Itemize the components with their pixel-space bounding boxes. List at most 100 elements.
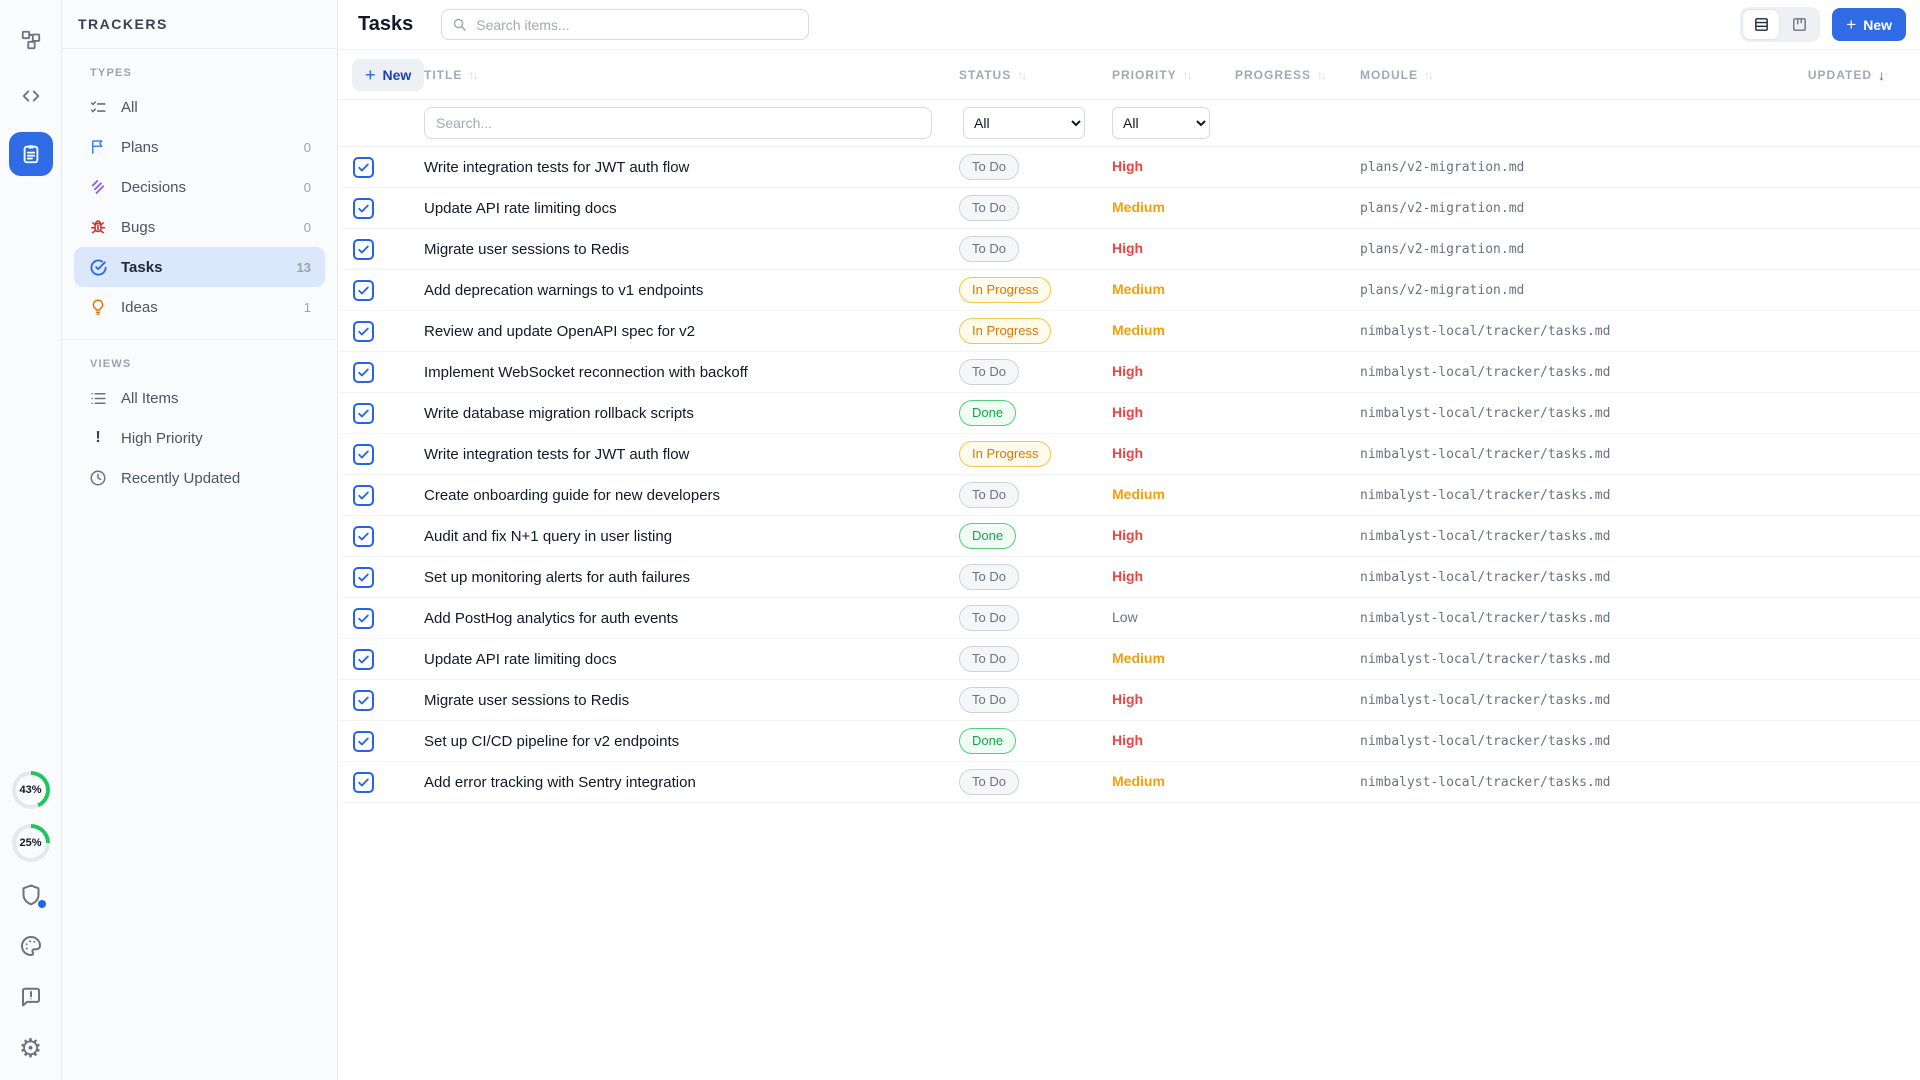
row-checkbox[interactable] — [353, 730, 374, 752]
table-row[interactable]: Write database migration rollback script… — [338, 393, 1920, 434]
status-badge[interactable]: To Do — [959, 645, 1019, 673]
table-filter-search-input[interactable] — [424, 107, 932, 139]
sidebar-item-high-priority[interactable]: ! High Priority — [74, 418, 325, 458]
table-new-button[interactable]: + New — [352, 58, 424, 91]
task-title[interactable]: Migrate user sessions to Redis — [424, 240, 630, 258]
sidebar-item-bugs[interactable]: Bugs 0 — [74, 207, 325, 247]
column-header-module[interactable]: MODULE ↑↓ — [1360, 67, 1434, 82]
tasks-app-icon[interactable] — [8, 132, 53, 176]
sidebar-item-all-items[interactable]: All Items — [74, 378, 325, 418]
status-badge[interactable]: To Do — [959, 153, 1019, 181]
status-badge[interactable]: To Do — [959, 358, 1019, 386]
feedback-icon[interactable] — [13, 979, 49, 1015]
task-title[interactable]: Add deprecation warnings to v1 endpoints — [424, 281, 704, 299]
sidebar-item-tasks[interactable]: Tasks 13 — [74, 247, 325, 287]
task-title[interactable]: Update API rate limiting docs — [424, 199, 617, 217]
progress-ring[interactable]: 25% — [11, 824, 50, 862]
task-title[interactable]: Implement WebSocket reconnection with ba… — [424, 363, 748, 381]
table-row[interactable]: Write integration tests for JWT auth flo… — [338, 147, 1920, 188]
status-badge[interactable]: To Do — [959, 194, 1019, 222]
column-header-progress[interactable]: PROGRESS ↑↓ — [1235, 67, 1327, 82]
status-badge[interactable]: In Progress — [959, 276, 1052, 304]
row-checkbox[interactable] — [353, 320, 374, 342]
status-badge[interactable]: To Do — [959, 481, 1019, 509]
table-row[interactable]: Set up CI/CD pipeline for v2 endpoints D… — [338, 721, 1920, 762]
row-checkbox[interactable] — [353, 443, 374, 465]
row-checkbox[interactable] — [353, 607, 374, 629]
table-row[interactable]: Set up monitoring alerts for auth failur… — [338, 557, 1920, 598]
table-row[interactable]: Add error tracking with Sentry integrati… — [338, 762, 1920, 803]
table-row[interactable]: Create onboarding guide for new develope… — [338, 475, 1920, 516]
view-toggle — [1740, 7, 1821, 42]
table-row[interactable]: Implement WebSocket reconnection with ba… — [338, 352, 1920, 393]
table-row[interactable]: Migrate user sessions to Redis To Do Hig… — [338, 680, 1920, 721]
status-filter-select[interactable]: All — [963, 107, 1085, 139]
row-checkbox[interactable] — [353, 566, 374, 588]
settings-gear-icon[interactable]: ⚙ — [18, 1033, 43, 1063]
row-checkbox[interactable] — [353, 361, 374, 383]
row-checkbox[interactable] — [353, 771, 374, 793]
task-title[interactable]: Update API rate limiting docs — [424, 650, 617, 668]
status-badge[interactable]: Done — [959, 522, 1017, 550]
column-header-status[interactable]: STATUS ↑↓ — [959, 67, 1027, 82]
table-row[interactable]: Audit and fix N+1 query in user listing … — [338, 516, 1920, 557]
task-title[interactable]: Set up monitoring alerts for auth failur… — [424, 568, 690, 586]
sitemap-icon[interactable] — [11, 20, 51, 60]
status-badge[interactable]: In Progress — [959, 440, 1052, 468]
task-title[interactable]: Add PostHog analytics for auth events — [424, 609, 679, 627]
table-row[interactable]: Add deprecation warnings to v1 endpoints… — [338, 270, 1920, 311]
shield-icon[interactable] — [13, 877, 49, 913]
table-row[interactable]: Update API rate limiting docs To Do Medi… — [338, 639, 1920, 680]
column-header-updated[interactable]: UPDATED ↓ — [1807, 66, 1886, 83]
task-title[interactable]: Set up CI/CD pipeline for v2 endpoints — [424, 732, 680, 750]
column-header-title[interactable]: TITLE ↑↓ — [424, 67, 478, 82]
status-badge[interactable]: To Do — [959, 686, 1019, 714]
column-header-priority[interactable]: PRIORITY ↑↓ — [1112, 67, 1193, 82]
row-checkbox[interactable] — [353, 238, 374, 260]
table-row[interactable]: Write integration tests for JWT auth flo… — [338, 434, 1920, 475]
task-title[interactable]: Create onboarding guide for new develope… — [424, 486, 721, 504]
status-badge[interactable]: To Do — [959, 235, 1019, 263]
sidebar-item-all[interactable]: All — [74, 87, 325, 127]
task-title[interactable]: Write integration tests for JWT auth flo… — [424, 445, 690, 463]
row-checkbox[interactable] — [353, 279, 374, 301]
list-view-button[interactable] — [1743, 10, 1780, 39]
row-checkbox[interactable] — [353, 525, 374, 547]
status-badge[interactable]: To Do — [959, 563, 1019, 591]
priority-filter-select[interactable]: All — [1112, 107, 1210, 139]
topbar: Tasks + New — [338, 0, 1920, 50]
status-badge[interactable]: To Do — [959, 768, 1019, 796]
task-title[interactable]: Add error tracking with Sentry integrati… — [424, 773, 696, 791]
table-row[interactable]: Update API rate limiting docs To Do Medi… — [338, 188, 1920, 229]
progress-ring-label: 25% — [19, 837, 42, 849]
sidebar-item-decisions[interactable]: Decisions 0 — [74, 167, 325, 207]
task-title[interactable]: Write database migration rollback script… — [424, 404, 694, 422]
row-checkbox[interactable] — [353, 156, 374, 178]
status-badge[interactable]: In Progress — [959, 317, 1052, 345]
global-search-input[interactable] — [441, 9, 810, 40]
palette-icon[interactable] — [13, 928, 49, 964]
task-title[interactable]: Audit and fix N+1 query in user listing — [424, 527, 673, 545]
sidebar-item-recently-updated[interactable]: Recently Updated — [74, 458, 325, 498]
status-badge[interactable]: Done — [959, 727, 1017, 755]
task-title[interactable]: Review and update OpenAPI spec for v2 — [424, 322, 695, 340]
sidebar-item-ideas[interactable]: Ideas 1 — [74, 287, 325, 327]
new-item-button[interactable]: + New — [1832, 8, 1906, 41]
row-checkbox[interactable] — [353, 197, 374, 219]
row-checkbox[interactable] — [353, 402, 374, 424]
check-icon — [358, 286, 369, 294]
task-title[interactable]: Write integration tests for JWT auth flo… — [424, 158, 690, 176]
code-icon[interactable] — [11, 76, 51, 116]
status-badge[interactable]: To Do — [959, 604, 1019, 632]
row-checkbox[interactable] — [353, 689, 374, 711]
status-badge[interactable]: Done — [959, 399, 1017, 427]
table-row[interactable]: Review and update OpenAPI spec for v2 In… — [338, 311, 1920, 352]
row-checkbox[interactable] — [353, 648, 374, 670]
progress-ring[interactable]: 43% — [11, 771, 50, 809]
board-view-button[interactable] — [1781, 10, 1817, 39]
table-row[interactable]: Add PostHog analytics for auth events To… — [338, 598, 1920, 639]
table-row[interactable]: Migrate user sessions to Redis To Do Hig… — [338, 229, 1920, 270]
sidebar-item-plans[interactable]: Plans 0 — [74, 127, 325, 167]
row-checkbox[interactable] — [353, 484, 374, 506]
task-title[interactable]: Migrate user sessions to Redis — [424, 691, 630, 709]
